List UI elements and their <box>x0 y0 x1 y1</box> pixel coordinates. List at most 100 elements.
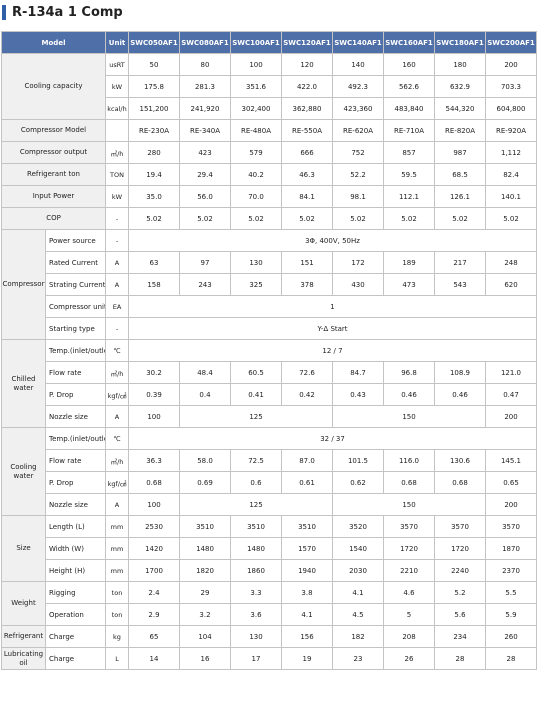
value-cell: 208 <box>383 625 435 648</box>
value-cell: 5.5 <box>485 581 537 604</box>
value-cell: 60.5 <box>230 361 282 384</box>
value-cell: 100 <box>128 493 180 516</box>
value-cell: 72.6 <box>281 361 333 384</box>
group-label: Refrigerant ton <box>1 163 106 186</box>
table-row: Refrigerant Charge kg 65 104 130 156 182 208 234 2… <box>1 625 537 648</box>
row-label: Nozzle size <box>45 405 106 428</box>
row-label: Length (L) <box>45 515 106 538</box>
unit-cell: - <box>105 317 129 340</box>
table-row: P. Drop kgf/㎠ 0.68 0.69 0.6 0.61 0.62 0.68 0.68 0… <box>2 471 537 494</box>
value-cell: 46.3 <box>281 163 333 186</box>
value-cell: 1870 <box>485 537 537 560</box>
value-cell: 0.62 <box>332 471 384 494</box>
table-row: Operation ton 2.9 3.2 3.6 4.1 4.5 5 5.6 5.9 <box>2 603 537 626</box>
group-label: COP <box>1 207 106 230</box>
value-cell: 2030 <box>332 559 384 582</box>
value-cell: 180 <box>434 53 486 76</box>
value-cell: 84.1 <box>281 185 333 208</box>
value-cell: Y-Δ Start <box>128 317 537 340</box>
unit-cell: kg <box>105 625 129 648</box>
value-cell: 28 <box>485 647 537 670</box>
value-cell: 4.5 <box>332 603 384 626</box>
value-cell: 2370 <box>485 559 537 582</box>
row-label: Width (W) <box>45 537 106 560</box>
row-label: Charge <box>45 625 106 648</box>
unit-cell: kW <box>105 75 129 98</box>
table-row: Size Length (L) mm 2530 3510 3510 3510 3520 3570… <box>1 515 537 582</box>
group-label: Compressor <box>1 229 46 340</box>
value-cell: 14 <box>128 647 180 670</box>
value-cell: 100 <box>128 405 180 428</box>
value-cell: 0.46 <box>434 383 486 406</box>
table-row: Starting type - Y-Δ Start <box>2 317 537 340</box>
value-cell: 0.4 <box>179 383 231 406</box>
value-cell: 544,320 <box>434 97 486 120</box>
table-row: kcal/h 151,200 241,920 302,400 362,880 423,36… <box>2 97 537 120</box>
row-label: P. Drop <box>45 383 106 406</box>
value-cell: 1480 <box>230 537 282 560</box>
value-cell: 40.2 <box>230 163 282 186</box>
value-cell: 82.4 <box>485 163 537 186</box>
value-cell: 3.2 <box>179 603 231 626</box>
value-cell: 1480 <box>179 537 231 560</box>
value-cell: 543 <box>434 273 486 296</box>
value-cell: 200 <box>485 53 537 76</box>
value-cell: RE-710A <box>383 119 435 142</box>
value-cell: 1570 <box>281 537 333 560</box>
value-cell: 2.4 <box>128 581 180 604</box>
unit-cell: ㎥/h <box>105 449 129 472</box>
value-cell: 3570 <box>383 515 435 538</box>
value-cell: 604,800 <box>485 97 537 120</box>
unit-cell: mm <box>105 537 129 560</box>
value-cell: 703.3 <box>485 75 537 98</box>
unit-cell: mm <box>105 559 129 582</box>
table-row: Strating Current A 158 243 325 378 430 473 543 62… <box>2 273 537 296</box>
value-cell: 151,200 <box>128 97 180 120</box>
title-bar <box>2 4 6 20</box>
unit-cell: kgf/㎠ <box>105 383 129 406</box>
value-cell: 241,920 <box>179 97 231 120</box>
table-row: kW 175.8 281.3 351.6 422.0 492.3 562.6 632.9 703… <box>2 75 537 98</box>
value-cell: 29.4 <box>179 163 231 186</box>
value-cell: 200 <box>485 493 537 516</box>
unit-cell: usRT <box>105 53 129 76</box>
value-cell: 0.46 <box>383 383 435 406</box>
value-cell: 430 <box>332 273 384 296</box>
value-cell: 126.1 <box>434 185 486 208</box>
value-cell: 101.5 <box>332 449 384 472</box>
value-cell: 104 <box>179 625 231 648</box>
unit-cell: ton <box>105 581 129 604</box>
value-cell: 562.6 <box>383 75 435 98</box>
value-cell: 302,400 <box>230 97 282 120</box>
unit-cell: kW <box>105 185 129 208</box>
group-label: Size <box>1 515 46 582</box>
value-cell: 16 <box>179 647 231 670</box>
value-cell: 56.0 <box>179 185 231 208</box>
value-cell: 96.8 <box>383 361 435 384</box>
unit-cell: ℃ <box>105 339 129 362</box>
value-cell: 2210 <box>383 559 435 582</box>
value-cell: 5.02 <box>332 207 384 230</box>
value-cell: 19 <box>281 647 333 670</box>
value-cell: 23 <box>332 647 384 670</box>
value-cell: 362,880 <box>281 97 333 120</box>
model-header: SWC160AF1 <box>383 31 435 54</box>
value-cell: 234 <box>434 625 486 648</box>
group-label: Refrigerant <box>1 625 46 648</box>
value-cell: 243 <box>179 273 231 296</box>
value-cell: 1700 <box>128 559 180 582</box>
value-cell: 3570 <box>485 515 537 538</box>
value-cell: 48.4 <box>179 361 231 384</box>
table-row: Nozzle size A 100 125 150 200 <box>2 405 537 428</box>
value-cell: 0.42 <box>281 383 333 406</box>
value-cell: 140 <box>332 53 384 76</box>
model-header: SWC200AF1 <box>485 31 537 54</box>
value-cell: 151 <box>281 251 333 274</box>
unit-cell: A <box>105 251 129 274</box>
value-cell: 1540 <box>332 537 384 560</box>
unit-cell: EA <box>105 295 129 318</box>
unit-cell: - <box>105 207 129 230</box>
value-cell: 3520 <box>332 515 384 538</box>
value-cell: 3.8 <box>281 581 333 604</box>
